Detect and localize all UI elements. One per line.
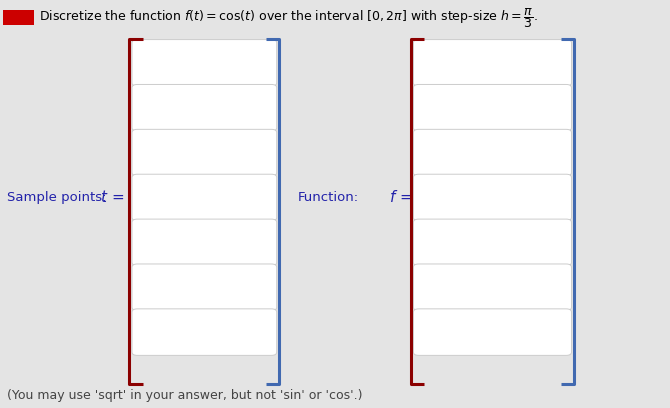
FancyBboxPatch shape <box>132 174 277 221</box>
FancyBboxPatch shape <box>413 264 572 310</box>
FancyBboxPatch shape <box>132 40 277 86</box>
Text: Function:: Function: <box>298 191 359 204</box>
Text: $f\,=$: $f\,=$ <box>389 189 413 206</box>
FancyBboxPatch shape <box>413 84 572 131</box>
Text: $t\,=$: $t\,=$ <box>100 189 125 206</box>
FancyBboxPatch shape <box>132 264 277 310</box>
FancyBboxPatch shape <box>413 174 572 221</box>
FancyBboxPatch shape <box>413 40 572 86</box>
FancyBboxPatch shape <box>132 84 277 131</box>
Text: (You may use 'sqrt' in your answer, but not 'sin' or 'cos'.): (You may use 'sqrt' in your answer, but … <box>7 389 362 402</box>
FancyBboxPatch shape <box>132 219 277 266</box>
FancyBboxPatch shape <box>413 129 572 176</box>
FancyBboxPatch shape <box>132 129 277 176</box>
FancyBboxPatch shape <box>132 309 277 355</box>
FancyBboxPatch shape <box>3 10 34 25</box>
FancyBboxPatch shape <box>413 309 572 355</box>
Text: Discretize the function $f(t) = \cos(t)$ over the interval $[0, 2\pi]$ with step: Discretize the function $f(t) = \cos(t)$… <box>39 7 537 30</box>
Text: Sample points:: Sample points: <box>7 191 107 204</box>
FancyBboxPatch shape <box>413 219 572 266</box>
